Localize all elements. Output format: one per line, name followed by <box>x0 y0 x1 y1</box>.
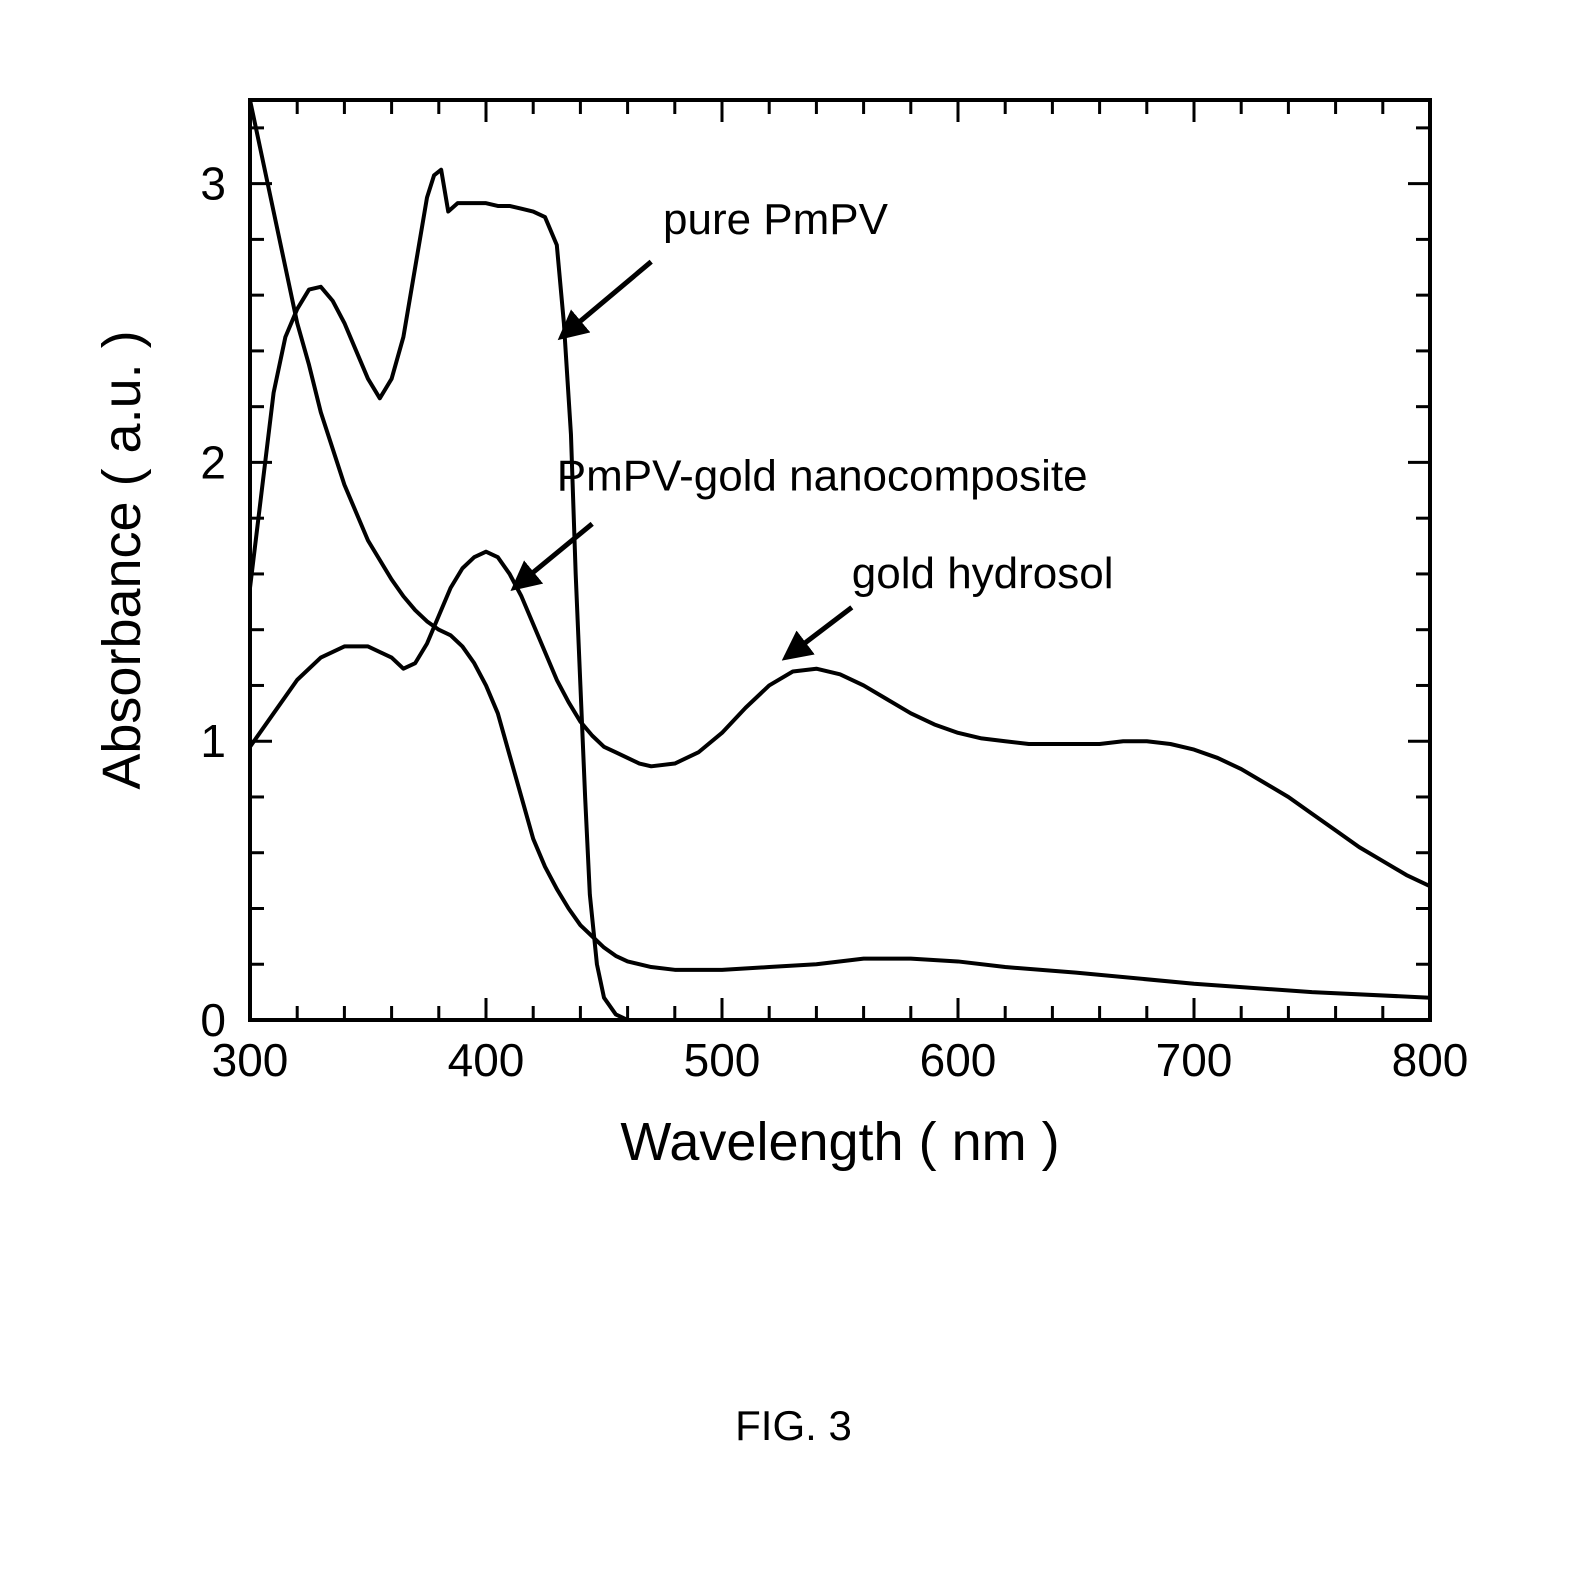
y-axis-title: Absorbance ( a.u. ) <box>92 330 152 789</box>
y-tick-label: 3 <box>200 158 226 210</box>
annotation-label_hydro: gold hydrosol <box>852 549 1114 598</box>
y-tick-label: 1 <box>200 715 226 767</box>
x-tick-label: 600 <box>920 1034 997 1086</box>
x-tick-label: 400 <box>448 1034 525 1086</box>
figure-caption: FIG. 3 <box>735 1402 852 1449</box>
y-tick-label: 2 <box>200 436 226 488</box>
y-tick-label: 0 <box>200 994 226 1046</box>
x-tick-label: 800 <box>1392 1034 1469 1086</box>
x-axis-title: Wavelength ( nm ) <box>620 1112 1059 1172</box>
x-tick-label: 500 <box>684 1034 761 1086</box>
x-tick-label: 700 <box>1156 1034 1233 1086</box>
annotation-label_comp: PmPV-gold nanocomposite <box>557 451 1088 500</box>
annotation-label_pure: pure PmPV <box>663 195 889 244</box>
